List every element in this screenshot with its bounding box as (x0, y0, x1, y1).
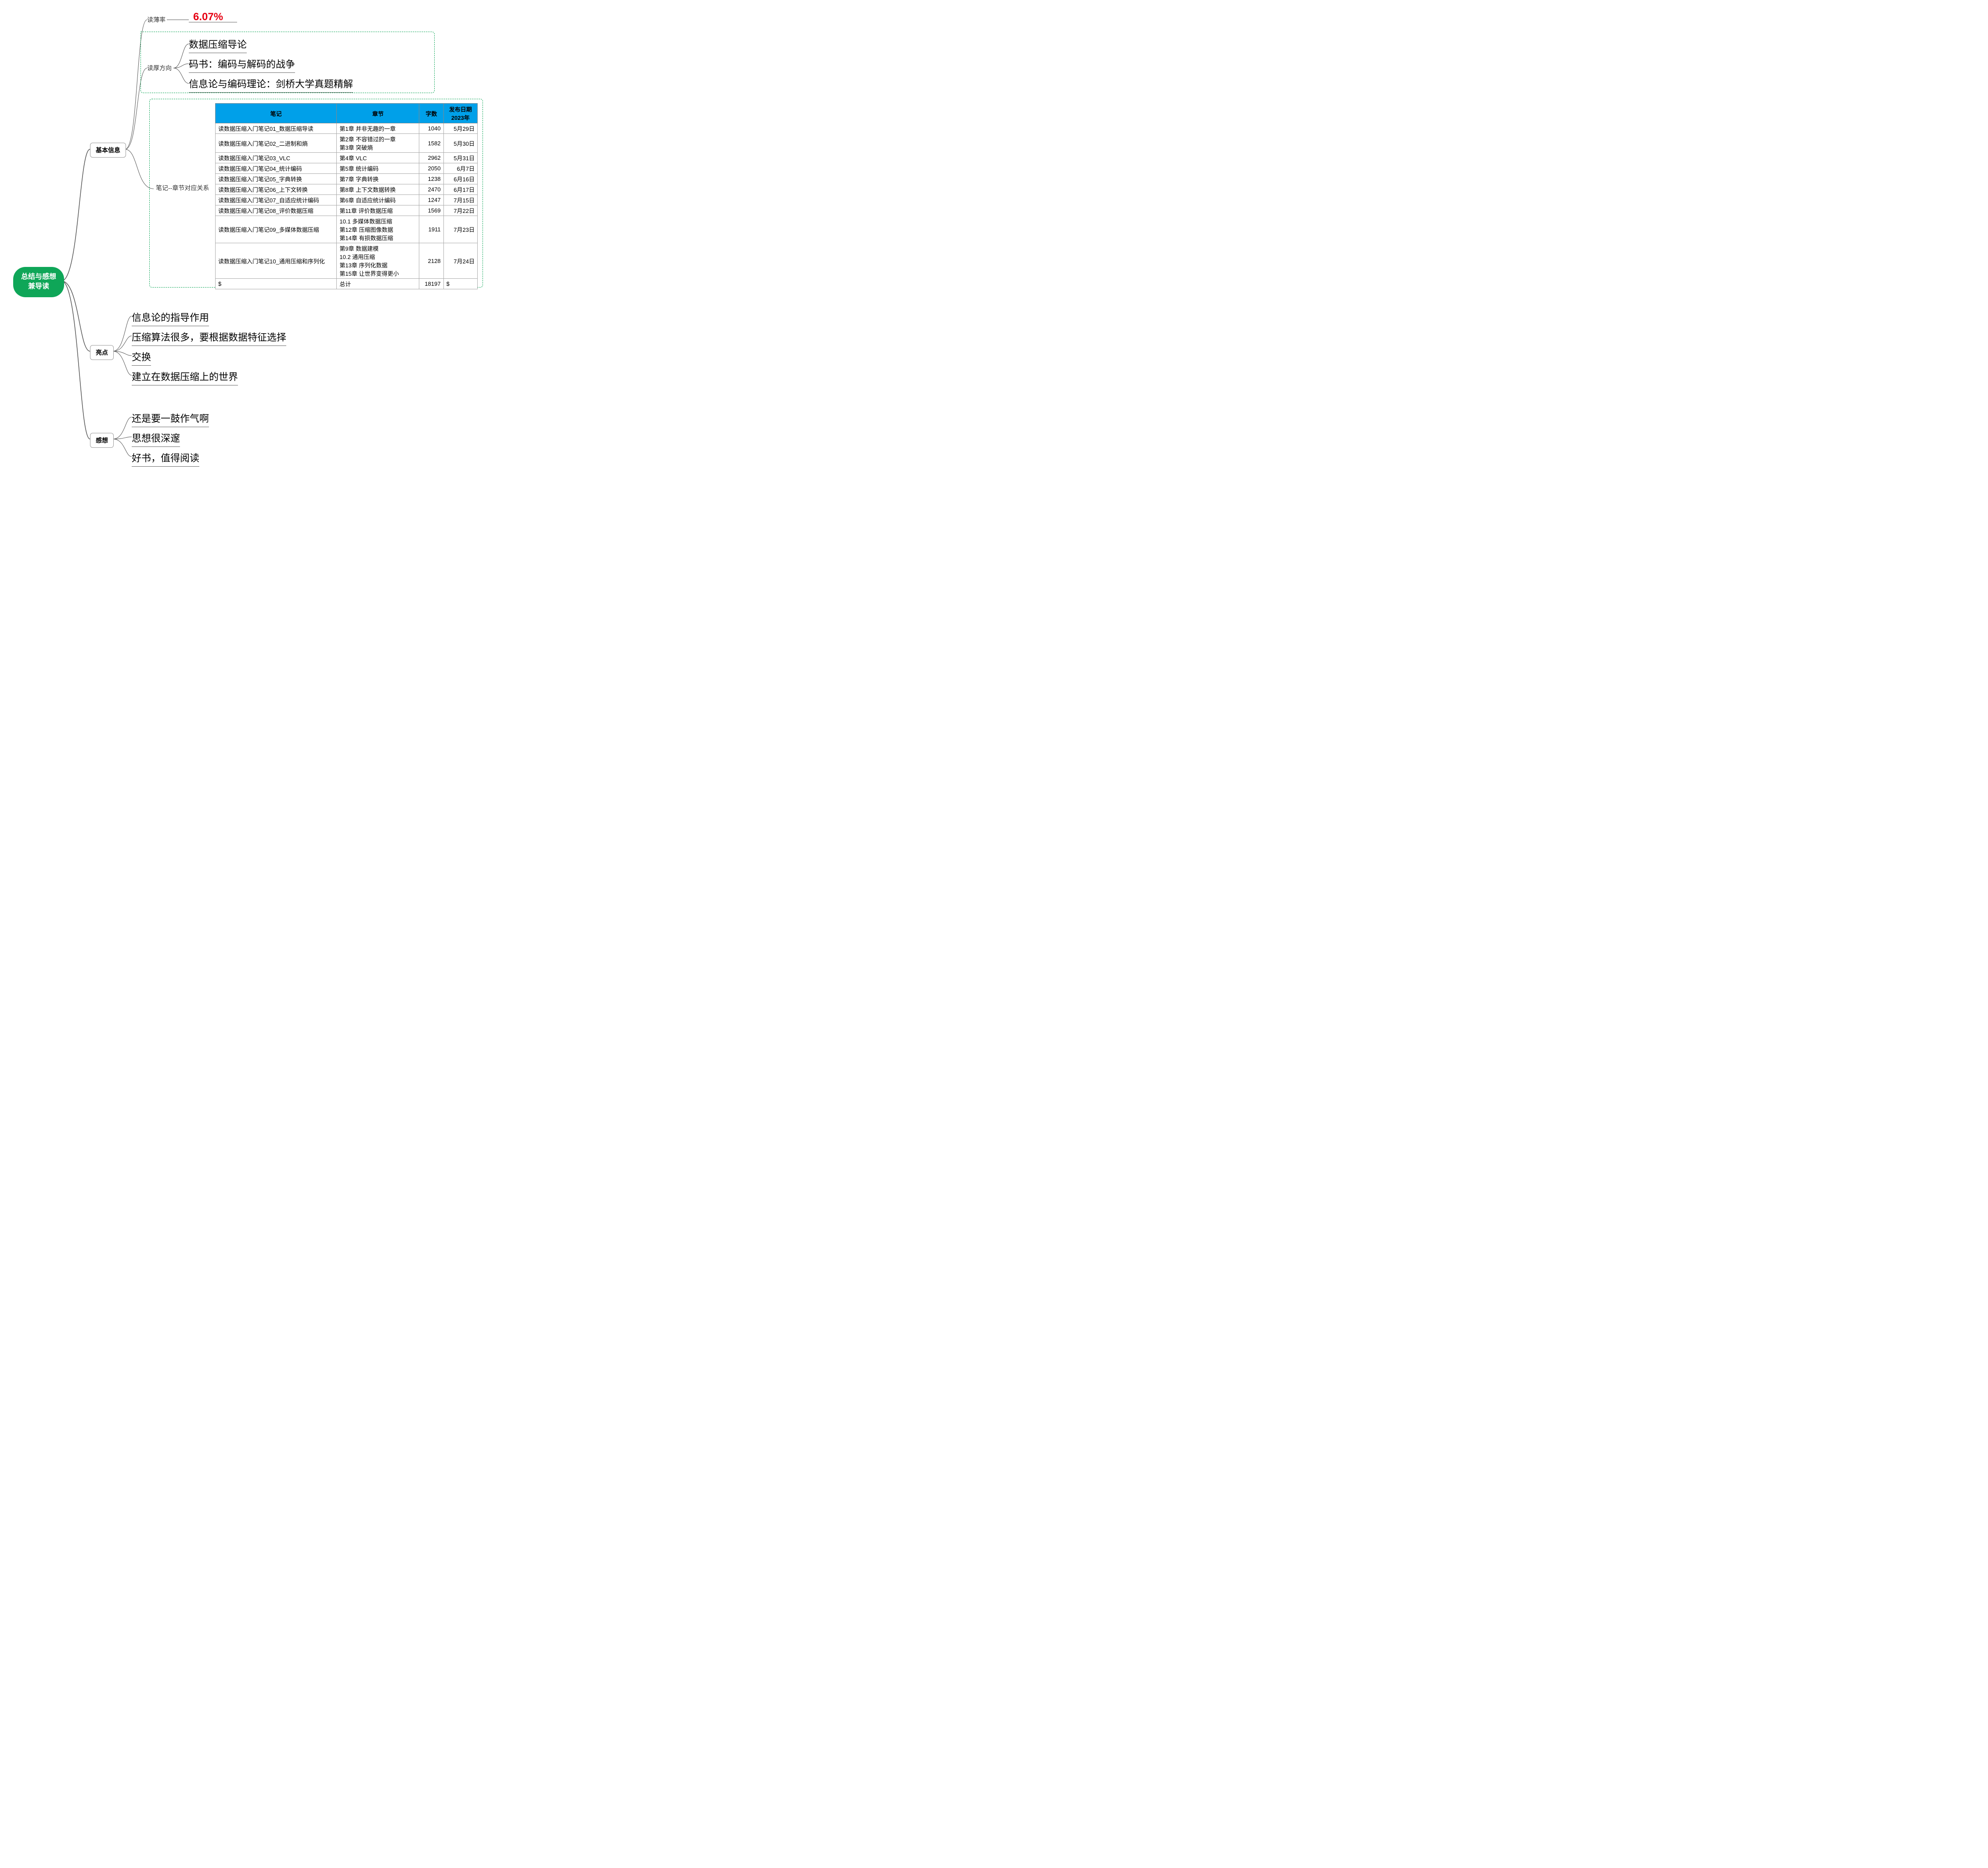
table-row: 读数据压缩入门笔记04_统计编码第5章 统计编码20506月7日 (216, 163, 478, 174)
table-row: 读数据压缩入门笔记07_自适应统计编码第6章 自适应统计编码12477月15日 (216, 195, 478, 205)
col-date: 发布日期2023年 (443, 104, 477, 123)
highlight-item-3: 建立在数据压缩上的世界 (132, 367, 238, 385)
table-row: 读数据压缩入门笔记01_数据压缩导读第1章 并非无趣的一章10405月29日 (216, 123, 478, 134)
thin-rate-label: 读薄率 (147, 15, 166, 24)
table-header-row: 笔记 章节 字数 发布日期2023年 (216, 104, 478, 123)
highlight-item-0: 信息论的指导作用 (132, 308, 209, 326)
thought-item-2: 好书，值得阅读 (132, 449, 199, 467)
highlight-item-2: 交换 (132, 348, 151, 366)
col-note: 笔记 (216, 104, 337, 123)
col-chapter: 章节 (337, 104, 419, 123)
table-row: 读数据压缩入门笔记02_二进制和熵第2章 不容错过的一章 第3章 突破熵1582… (216, 134, 478, 153)
root-line2: 兼导读 (28, 283, 49, 290)
branch-thoughts[interactable]: 感想 (90, 433, 114, 448)
table-total-row: $总计18197$ (216, 279, 478, 289)
root-node[interactable]: 总结与感想 兼导读 (13, 267, 64, 297)
table-row: 读数据压缩入门笔记03_VLC第4章 VLC29625月31日 (216, 153, 478, 163)
table-row: 读数据压缩入门笔记08_评价数据压缩第11章 评价数据压缩15697月22日 (216, 205, 478, 216)
thick-dir-item-2: 信息论与编码理论：剑桥大学真题精解 (189, 75, 353, 93)
thought-item-0: 还是要一鼓作气啊 (132, 409, 209, 427)
thin-rate-value: 6.07% (193, 11, 223, 23)
thick-dir-label: 读厚方向 (147, 64, 172, 72)
table-row: 读数据压缩入门笔记06_上下文转换第8章 上下文数据转换24706月17日 (216, 184, 478, 195)
col-words: 字数 (419, 104, 443, 123)
highlight-item-1: 压缩算法很多，要根据数据特征选择 (132, 328, 286, 346)
notes-table: 笔记 章节 字数 发布日期2023年 读数据压缩入门笔记01_数据压缩导读第1章… (215, 103, 478, 289)
branch-basic-info[interactable]: 基本信息 (90, 143, 126, 158)
table-row: 读数据压缩入门笔记10_通用压缩和序列化第9章 数据建模 10.2 通用压缩 第… (216, 243, 478, 279)
table-row: 读数据压缩入门笔记09_多媒体数据压缩10.1 多媒体数据压缩 第12章 压缩图… (216, 216, 478, 243)
thick-dir-item-1: 码书：编码与解码的战争 (189, 55, 295, 73)
table-row: 读数据压缩入门笔记05_字典转换第7章 字典转换12386月16日 (216, 174, 478, 184)
thought-item-1: 思想很深邃 (132, 429, 180, 447)
root-line1: 总结与感想 (21, 273, 56, 281)
thick-dir-item-0: 数据压缩导论 (189, 35, 247, 53)
branch-highlights[interactable]: 亮点 (90, 345, 114, 360)
notes-rel-label: 笔记--章节对应关系 (156, 184, 209, 192)
